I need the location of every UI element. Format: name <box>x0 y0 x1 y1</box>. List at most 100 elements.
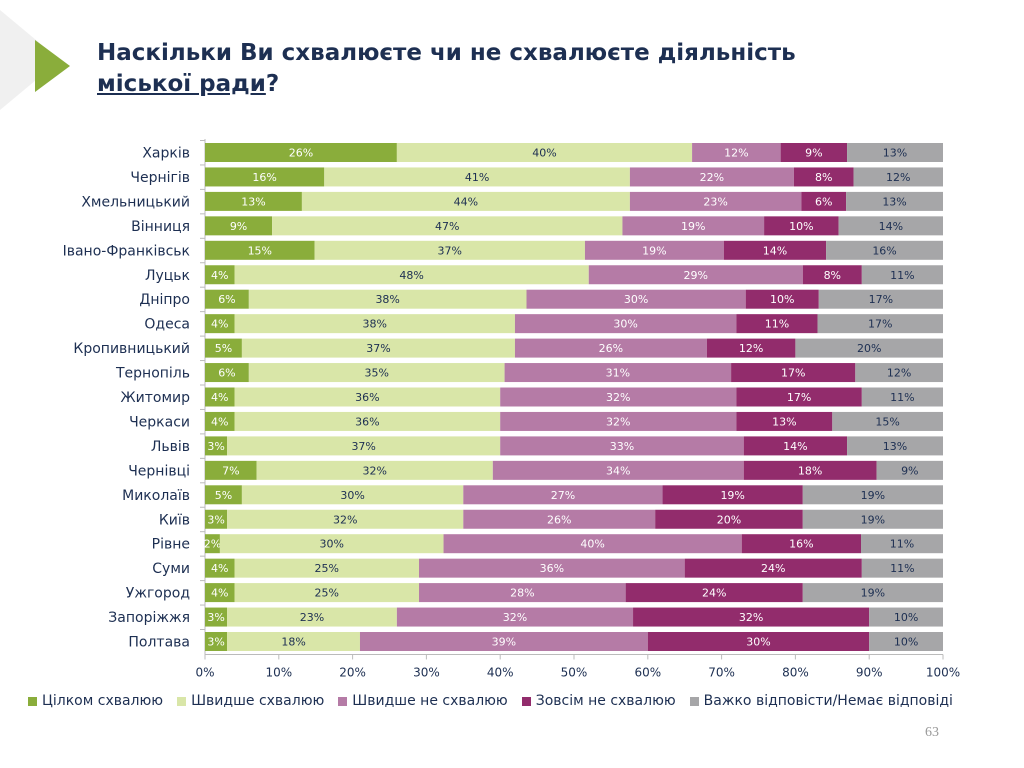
bar-segment <box>205 191 302 211</box>
bar-segment <box>500 411 737 431</box>
bar-segment <box>802 265 862 285</box>
bar-segment <box>500 387 737 407</box>
data-label: 36% <box>355 391 379 404</box>
data-label: 16% <box>252 171 276 184</box>
data-label: 26% <box>289 147 313 160</box>
x-tick-label: 70% <box>708 665 735 679</box>
data-label: 33% <box>610 440 634 453</box>
data-label: 24% <box>702 587 726 600</box>
bar-segment <box>463 485 663 505</box>
bar-segment <box>662 485 803 505</box>
category-label: Кропивницький <box>73 341 190 357</box>
data-label: 48% <box>399 269 423 282</box>
bar-segment <box>869 607 943 627</box>
category-label: Хмельницький <box>81 194 190 210</box>
bar-segment <box>625 583 803 603</box>
bar-segment <box>205 436 228 456</box>
bar-segment <box>861 534 943 554</box>
x-tick-label: 40% <box>487 665 514 679</box>
bar-segment <box>205 411 235 431</box>
bar-segment <box>818 289 943 309</box>
bar-segment <box>205 265 235 285</box>
bar-segment <box>588 265 803 285</box>
data-label: 37% <box>438 244 462 257</box>
bar-segment <box>793 167 854 187</box>
bar-segment <box>234 411 501 431</box>
data-label: 9% <box>230 220 247 233</box>
data-label: 13% <box>882 195 906 208</box>
bar-segment <box>443 534 742 554</box>
data-label: 9% <box>805 147 822 160</box>
bar-segment <box>205 607 228 627</box>
bar-segment <box>227 607 397 627</box>
data-label: 11% <box>890 269 914 282</box>
data-label: 12% <box>887 367 911 380</box>
chart-legend: Цілком схвалюю Швидше схвалюю Швидше не сх… <box>28 693 953 709</box>
x-tick-label: 90% <box>856 665 883 679</box>
data-label: 11% <box>765 318 789 331</box>
category-label: Суми <box>152 561 190 577</box>
bar-segment <box>802 583 943 603</box>
data-label: 4% <box>211 269 228 282</box>
bar-segment <box>801 191 847 211</box>
legend-swatch <box>689 696 699 706</box>
data-label: 32% <box>606 415 630 428</box>
data-label: 24% <box>761 562 785 575</box>
data-label: 40% <box>580 538 604 551</box>
bar-segment <box>802 485 943 505</box>
legend-label: Швидше не схвалюю <box>352 693 508 709</box>
data-label: 44% <box>454 195 478 208</box>
category-label: Чернігів <box>130 170 190 186</box>
data-label: 19% <box>642 244 666 257</box>
data-label: 36% <box>355 415 379 428</box>
data-label: 17% <box>869 293 893 306</box>
bar-segment <box>234 583 420 603</box>
x-tick-label: 50% <box>561 665 588 679</box>
bar-segment <box>743 460 877 480</box>
data-label: 18% <box>281 636 305 649</box>
data-label: 10% <box>789 220 813 233</box>
category-label: Харків <box>142 146 190 162</box>
bar-segment <box>205 314 235 334</box>
bar-segment <box>741 534 861 554</box>
data-label: 28% <box>510 587 534 600</box>
x-tick-label: 80% <box>782 665 809 679</box>
data-label: 38% <box>363 318 387 331</box>
data-label: 3% <box>207 611 224 624</box>
legend-label: Важко відповісти/Немає відповіді <box>703 693 953 709</box>
bar-segment <box>419 558 685 578</box>
x-tick-label: 10% <box>265 665 292 679</box>
bar-segment <box>629 167 794 187</box>
bar-segment <box>205 583 235 603</box>
data-label: 29% <box>684 269 708 282</box>
stacked-bar-chart: Харків 26% 40% 12% 9% 13% Чернігів 16% 41% 22% 8% 1… <box>63 139 960 679</box>
bar-segment <box>736 314 818 334</box>
bar-segment <box>492 460 744 480</box>
bar-segment <box>500 436 744 456</box>
data-label: 6% <box>815 195 832 208</box>
data-label: 30% <box>320 538 344 551</box>
legend-swatch <box>338 696 348 706</box>
bar-segment <box>205 143 397 162</box>
data-label: 27% <box>551 489 575 502</box>
bar-segment <box>861 387 943 407</box>
bar-segment <box>205 363 249 383</box>
bar-segment <box>622 216 765 236</box>
x-tick-label: 30% <box>413 665 440 679</box>
bar-segment <box>655 509 803 529</box>
category-label: Вінниця <box>131 219 190 235</box>
bar-segment <box>248 289 527 309</box>
data-label: 3% <box>207 513 224 526</box>
category-label: Дніпро <box>139 292 190 308</box>
data-label: 13% <box>883 440 907 453</box>
data-label: 16% <box>872 244 896 257</box>
bar-segment <box>647 632 870 651</box>
category-label: Тернопіль <box>115 366 190 382</box>
data-label: 38% <box>375 293 399 306</box>
bar-segment <box>248 363 505 383</box>
data-label: 34% <box>606 464 630 477</box>
bar-segment <box>205 485 242 505</box>
data-label: 4% <box>211 415 228 428</box>
data-label: 30% <box>340 489 364 502</box>
data-label: 6% <box>218 293 235 306</box>
